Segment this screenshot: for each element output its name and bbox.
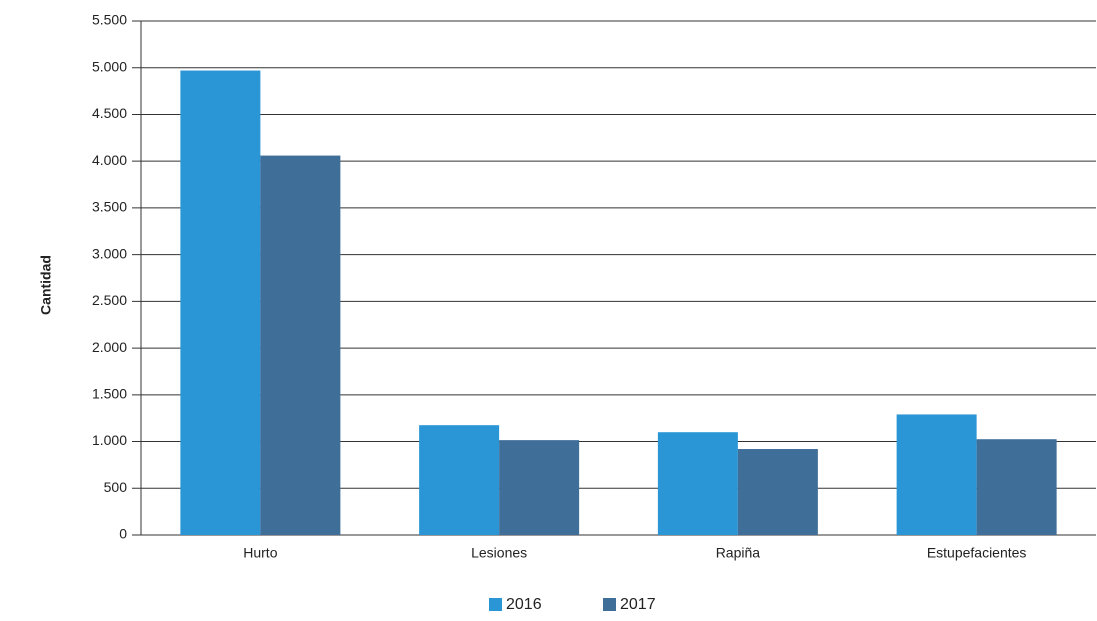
x-tick-label: Hurto bbox=[243, 545, 277, 561]
y-tick-label: 5.000 bbox=[92, 58, 127, 74]
bar bbox=[737, 449, 818, 535]
y-tick-label: 2.500 bbox=[92, 292, 127, 308]
bar bbox=[180, 70, 261, 535]
legend-swatch bbox=[489, 598, 502, 611]
bar bbox=[896, 414, 977, 535]
y-tick-label: 500 bbox=[104, 479, 128, 495]
legend-label: 2017 bbox=[620, 596, 656, 613]
y-tick-label: 0 bbox=[119, 526, 127, 542]
legend-swatch bbox=[603, 598, 616, 611]
bar bbox=[976, 439, 1057, 535]
x-tick-label: Estupefacientes bbox=[927, 545, 1027, 561]
y-tick-label: 5.500 bbox=[92, 12, 127, 28]
y-tick-label: 4.500 bbox=[92, 105, 127, 121]
y-tick-label: 1.000 bbox=[92, 432, 127, 448]
y-tick-label: 4.000 bbox=[92, 152, 127, 168]
bar bbox=[260, 155, 341, 536]
x-tick-label: Rapiña bbox=[716, 545, 761, 561]
legend-label: 2016 bbox=[506, 596, 542, 613]
bar bbox=[657, 432, 738, 535]
bar bbox=[499, 440, 580, 535]
y-tick-label: 2.000 bbox=[92, 339, 127, 355]
y-tick-label: 3.500 bbox=[92, 199, 127, 215]
x-tick-label: Lesiones bbox=[471, 545, 527, 561]
y-tick-label: 1.500 bbox=[92, 386, 127, 402]
y-tick-label: 3.000 bbox=[92, 245, 127, 261]
y-axis-label: Cantidad bbox=[38, 255, 54, 315]
bar bbox=[419, 425, 500, 535]
